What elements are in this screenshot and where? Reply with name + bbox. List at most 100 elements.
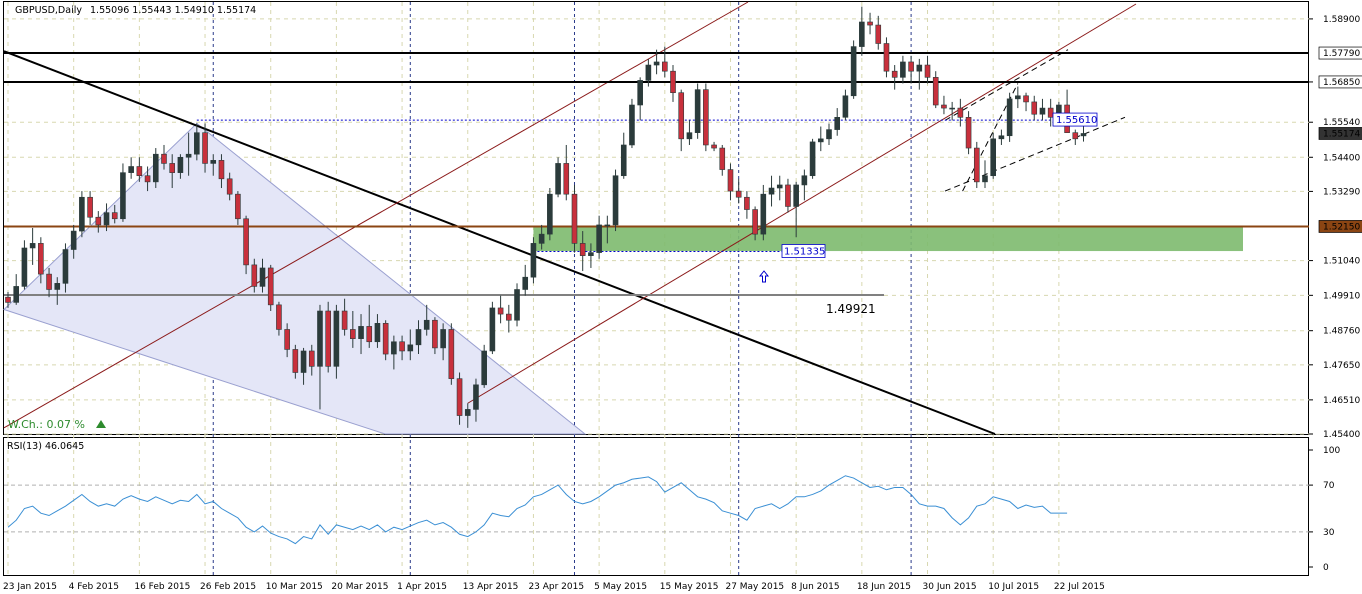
candle-body: [70, 230, 77, 250]
candle-body: [1047, 107, 1054, 118]
candle-body: [514, 289, 520, 321]
date-tick-label: 30 Jun 2015: [923, 582, 977, 592]
candle-body: [867, 21, 873, 26]
candle-body: [891, 70, 898, 78]
price-label-box: [1318, 220, 1362, 233]
candle-body: [826, 129, 832, 140]
candle-body: [694, 89, 701, 133]
rsi-tick-label: 0: [1323, 563, 1329, 573]
candle-body: [653, 61, 660, 66]
price-tick-label: 1.58900: [1323, 15, 1360, 25]
candle-body: [547, 193, 553, 235]
date-tick-label: 1 Apr 2015: [397, 582, 447, 592]
candle-body: [95, 216, 102, 226]
date-tick-label: 5 May 2015: [594, 582, 647, 592]
candle-body: [973, 147, 980, 183]
candle-body: [768, 187, 775, 195]
candle-body: [194, 132, 200, 155]
date-tick-label: 23 Apr 2015: [528, 582, 584, 592]
candle-body: [308, 350, 315, 367]
candle-body: [210, 160, 217, 164]
candle-body: [128, 166, 134, 173]
label-layer: 1.57790 1.56850 1.55174 1.52150 1.55610 1.513…: [96, 46, 1362, 428]
candle-body: [407, 344, 414, 352]
candle-body: [596, 224, 602, 253]
up-arrow-icon: [758, 270, 770, 283]
ohlc-header: 1.55096 1.55443 1.54910 1.55174: [90, 5, 256, 16]
candle-body: [563, 163, 570, 195]
rsi-tick-label: 30: [1323, 528, 1335, 538]
candle-body: [982, 175, 988, 183]
candle-body: [415, 329, 422, 346]
price-tick-label: 1.46510: [1323, 396, 1360, 406]
candle-body: [292, 349, 299, 373]
candle-body: [949, 107, 955, 110]
candle-body: [850, 46, 857, 97]
rsi-plot-frame: [3, 437, 1309, 576]
candle-body: [350, 329, 356, 339]
candle-body: [87, 196, 93, 218]
candle-body: [842, 95, 849, 118]
candle-body: [1080, 133, 1087, 137]
candle-body: [571, 193, 578, 244]
candle-body: [136, 166, 143, 177]
date-tick-label: 18 Jun 2015: [857, 582, 911, 592]
candle-body: [1031, 101, 1038, 115]
candle-body: [243, 218, 249, 266]
annotation-box: [1052, 112, 1098, 127]
candle-body: [79, 196, 85, 232]
candle-body: [990, 138, 997, 177]
candle-body: [169, 163, 175, 173]
rsi-line: [7, 475, 1068, 545]
date-tick-label: 27 May 2015: [725, 582, 784, 592]
flag-lower-line: [944, 116, 1126, 192]
support-zone-layer: [3, 122, 1243, 435]
date-tick-label: 8 Jun 2015: [791, 582, 839, 592]
price-tick-label: 1.55540: [1323, 118, 1360, 128]
candle-body: [522, 276, 529, 290]
candle-body: [62, 249, 69, 284]
candle-body: [5, 296, 11, 303]
candle-body: [448, 329, 455, 379]
candle-body: [144, 175, 151, 183]
candle-body: [1072, 132, 1079, 140]
candle-body: [735, 190, 742, 198]
candle-body: [1023, 95, 1029, 103]
candle-body: [325, 310, 331, 367]
flag-upper-line: [944, 49, 1069, 121]
candle-body: [333, 310, 340, 367]
axis-layer: 1.58900 1.56850 1.55540 1.54400 1.53290 1.510…: [3, 15, 1360, 592]
candle-body: [719, 147, 726, 170]
candle-body: [317, 310, 323, 367]
candle-layer: [5, 6, 1087, 428]
candle-body: [727, 169, 734, 192]
candle-body: [785, 184, 791, 207]
candle-body: [103, 212, 110, 226]
candle-body: [423, 319, 430, 330]
candle-body: [883, 43, 890, 72]
weekly-change-text: W.Ch.: 0.07 %: [8, 418, 85, 431]
candle-body: [555, 163, 561, 195]
candle-body: [670, 70, 676, 94]
candle-body: [809, 141, 816, 177]
candle-body: [1039, 107, 1046, 115]
candle-body: [661, 61, 668, 72]
date-tick-label: 23 Jan 2015: [3, 582, 57, 592]
price-label-box: [1318, 46, 1362, 60]
annotation-box: [781, 244, 826, 258]
candle-body: [620, 144, 627, 177]
candle-body: [374, 323, 381, 343]
price-tick-label: 1.54400: [1323, 153, 1360, 163]
candle-body: [711, 144, 717, 149]
candle-body: [752, 209, 758, 235]
candle-body: [801, 175, 808, 186]
candle-body: [185, 153, 192, 158]
candle-body: [489, 307, 496, 352]
date-tick-label: 16 Feb 2015: [134, 582, 190, 592]
candle-body: [645, 64, 652, 81]
price-tick-label: 1.45400: [1323, 430, 1360, 440]
candle-body: [817, 138, 824, 143]
price-label-box: [1318, 75, 1362, 89]
candle-body: [152, 153, 159, 183]
